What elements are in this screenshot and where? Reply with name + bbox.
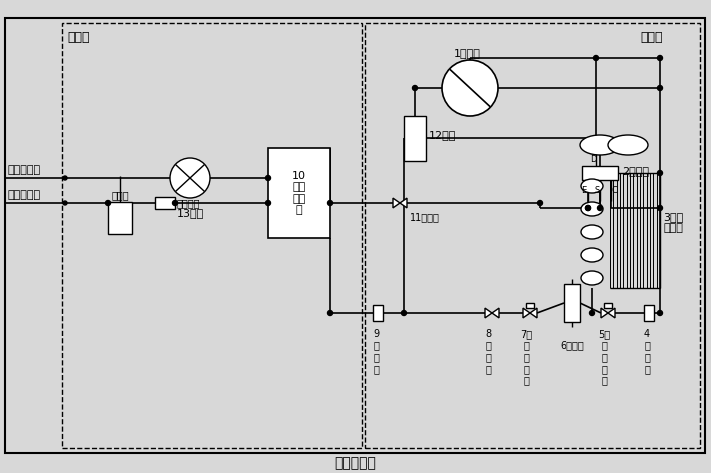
Circle shape (63, 176, 67, 180)
Polygon shape (485, 308, 492, 318)
Circle shape (170, 158, 210, 198)
Bar (365, 23, 700, 448)
Text: 13水泵: 13水泵 (176, 208, 203, 218)
Circle shape (589, 310, 594, 315)
Text: 空调回水口: 空调回水口 (7, 165, 40, 175)
Text: 4
过
滤
器: 4 过 滤 器 (644, 329, 650, 374)
Bar (62, 23, 362, 448)
Circle shape (597, 205, 602, 210)
Text: 室内机: 室内机 (67, 31, 90, 44)
Polygon shape (400, 198, 407, 208)
Circle shape (442, 60, 498, 116)
Circle shape (538, 201, 542, 205)
Ellipse shape (608, 135, 648, 155)
Bar (604, 303, 612, 308)
Circle shape (658, 205, 663, 210)
Circle shape (328, 310, 333, 315)
Polygon shape (530, 308, 537, 318)
Bar (644, 305, 654, 321)
Text: 12气分: 12气分 (429, 130, 456, 140)
Text: C: C (611, 186, 617, 195)
Circle shape (105, 201, 110, 205)
Bar (526, 303, 534, 308)
Text: 膨胀罐: 膨胀罐 (111, 190, 129, 200)
Circle shape (658, 86, 663, 90)
Bar (404, 115, 426, 160)
Circle shape (173, 201, 178, 205)
Ellipse shape (581, 248, 603, 262)
Bar (564, 284, 580, 322)
Bar (268, 148, 330, 238)
Bar (582, 166, 618, 180)
Text: 7电
子
膨
胀
阀: 7电 子 膨 胀 阀 (520, 329, 532, 385)
Text: 10
水侧
换热
器: 10 水侧 换热 器 (292, 171, 306, 215)
Circle shape (658, 55, 663, 61)
Circle shape (658, 310, 663, 315)
Ellipse shape (581, 202, 603, 216)
Circle shape (63, 201, 67, 205)
Text: D: D (589, 155, 597, 164)
Text: 室外机: 室外机 (640, 31, 663, 44)
Text: 制冷流程图: 制冷流程图 (334, 456, 376, 470)
Ellipse shape (581, 225, 603, 239)
Circle shape (402, 310, 407, 315)
Ellipse shape (580, 135, 620, 155)
Text: 11截止阀: 11截止阀 (410, 212, 440, 222)
Polygon shape (523, 308, 530, 318)
Circle shape (412, 86, 417, 90)
Bar (108, 202, 132, 234)
Text: 2四通阀: 2四通阀 (622, 166, 649, 176)
Ellipse shape (581, 179, 603, 193)
Polygon shape (608, 308, 615, 318)
Text: 3翅片
换热器: 3翅片 换热器 (663, 212, 683, 233)
Bar (155, 197, 175, 209)
Polygon shape (492, 308, 499, 318)
Circle shape (585, 205, 591, 210)
Text: 9
过
滤
器: 9 过 滤 器 (373, 329, 379, 374)
Circle shape (265, 175, 270, 181)
Text: 5电
子
膨
胀
阀: 5电 子 膨 胀 阀 (598, 329, 610, 385)
Ellipse shape (581, 271, 603, 285)
Text: 8
截
止
阀: 8 截 止 阀 (485, 329, 491, 374)
Text: 1压缩机: 1压缩机 (454, 48, 481, 58)
Text: S: S (594, 186, 599, 195)
Text: 压差开关: 压差开关 (177, 198, 201, 208)
Circle shape (328, 201, 333, 205)
Text: E: E (582, 186, 587, 195)
Circle shape (594, 55, 599, 61)
Bar (373, 305, 383, 321)
Polygon shape (601, 308, 608, 318)
Circle shape (585, 205, 591, 210)
Circle shape (265, 201, 270, 205)
Circle shape (658, 170, 663, 175)
Text: 空调供水口: 空调供水口 (7, 190, 40, 200)
Polygon shape (393, 198, 400, 208)
Text: 6储液器: 6储液器 (560, 340, 584, 350)
